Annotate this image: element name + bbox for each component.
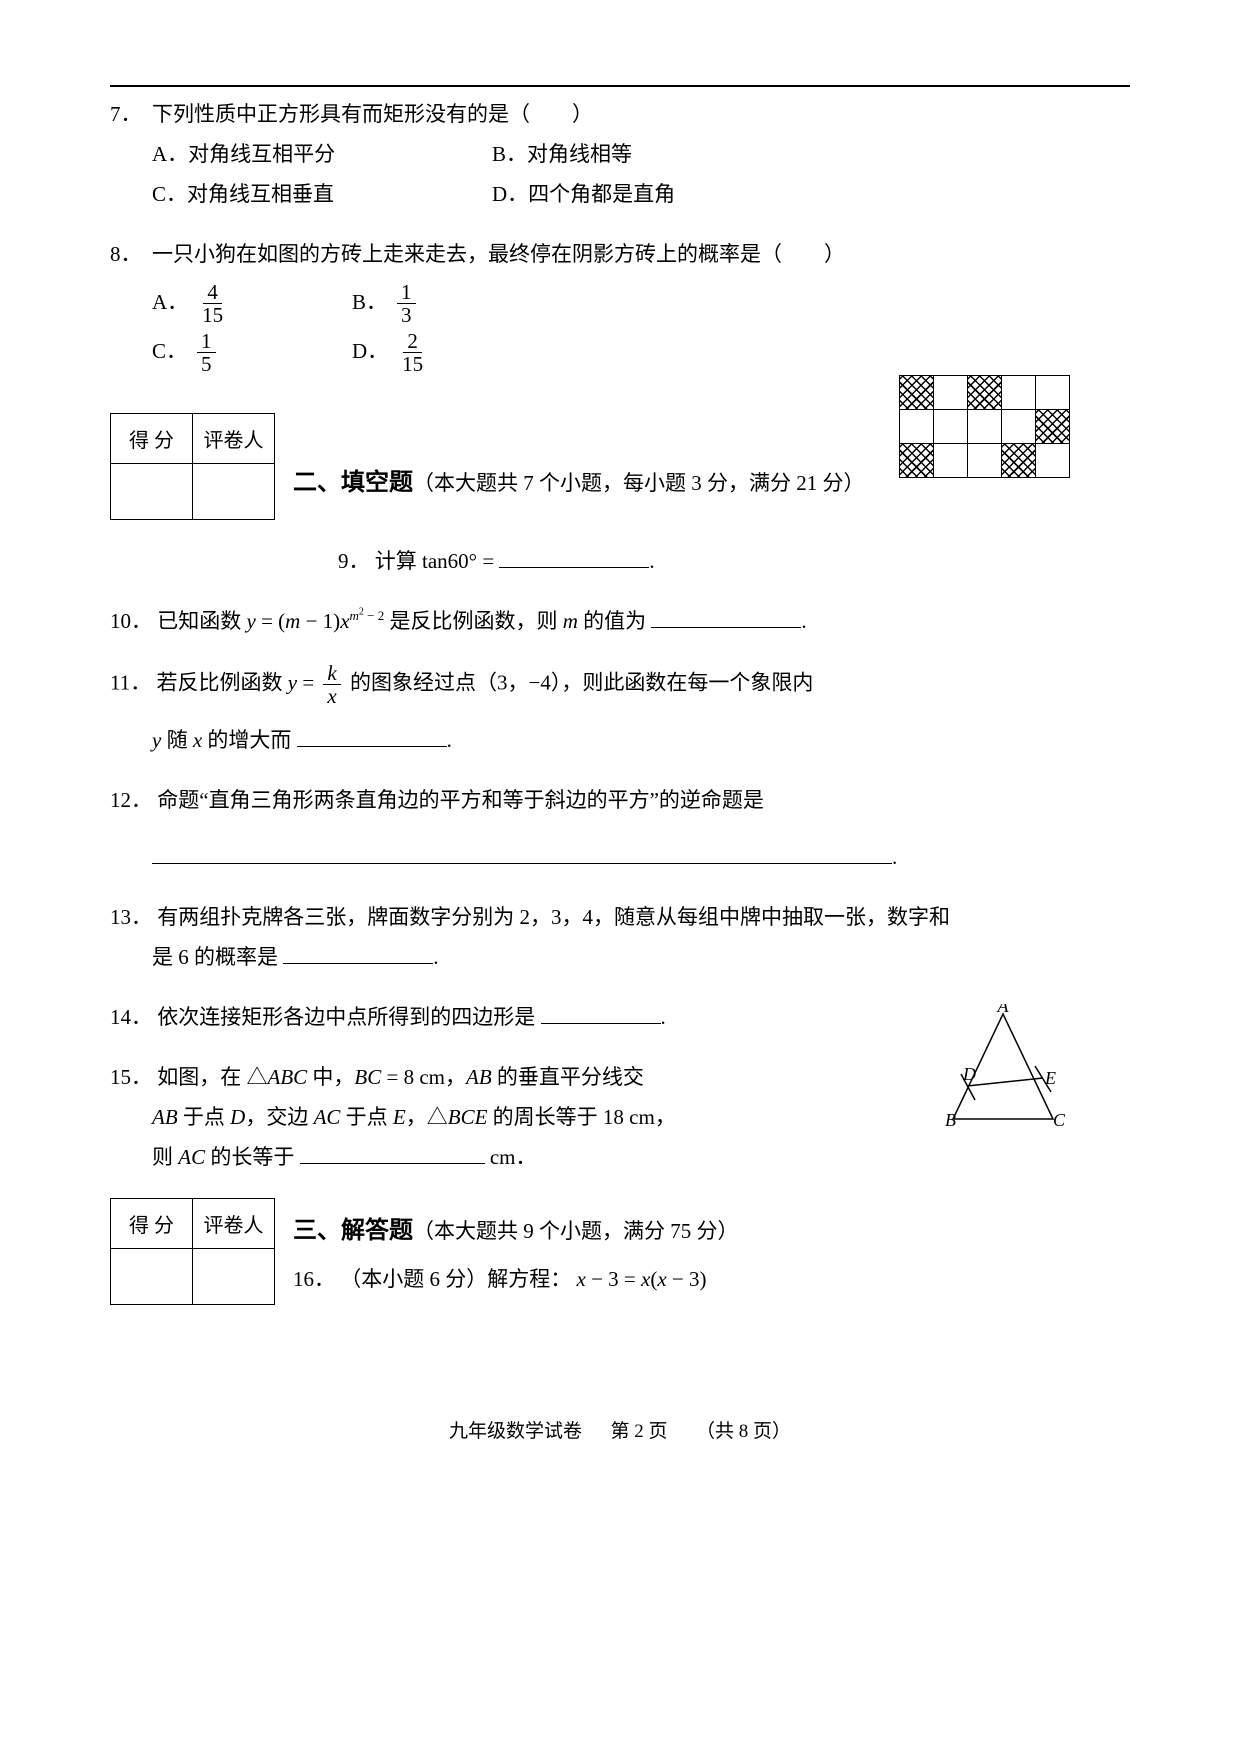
question-8: 8． 一只小狗在如图的方砖上走来走去，最终停在阴影方砖上的概率是（ ） A． 4… bbox=[110, 235, 1130, 375]
grid-cell bbox=[1002, 375, 1036, 409]
tri-label-d: D bbox=[962, 1064, 976, 1084]
grid-cell bbox=[968, 443, 1002, 477]
grid-cell bbox=[900, 443, 934, 477]
q7-text: 下列性质中正方形具有而矩形没有的是（ ） bbox=[152, 95, 593, 135]
q7-opt-b: B．对角线相等 bbox=[492, 135, 632, 175]
section-2-title: 二、填空题 bbox=[293, 469, 413, 496]
q8-opt-a: A． 415 bbox=[152, 281, 352, 326]
exam-page: 7． 下列性质中正方形具有而矩形没有的是（ ） A．对角线互相平分 B．对角线相… bbox=[110, 85, 1130, 1315]
q9-blank[interactable] bbox=[499, 547, 649, 568]
q15-triangle-figure: A B C D E bbox=[925, 1004, 1075, 1144]
q8-opt-b: B． 13 bbox=[352, 281, 420, 326]
grid-cell bbox=[900, 409, 934, 443]
score-col-1b: 得 分 bbox=[111, 1198, 193, 1248]
grid-cell bbox=[900, 375, 934, 409]
grid-cell bbox=[934, 443, 968, 477]
score-cell-2[interactable] bbox=[193, 463, 275, 519]
score-col-2b: 评卷人 bbox=[193, 1198, 275, 1248]
grid-cell bbox=[968, 375, 1002, 409]
question-16: 16． （本小题 6 分）解方程： x − 3 = x(x − 3) bbox=[293, 1263, 739, 1293]
section-3-desc: （本大题共 9 个小题，满分 75 分） bbox=[413, 1219, 739, 1243]
q7-opt-d: D．四个角都是直角 bbox=[492, 175, 675, 215]
q8-opt-c: C． 15 bbox=[152, 330, 352, 375]
grid-cell bbox=[934, 375, 968, 409]
score-cell-2b[interactable] bbox=[193, 1248, 275, 1304]
tri-label-b: B bbox=[945, 1110, 956, 1130]
q13-blank[interactable] bbox=[283, 943, 433, 964]
q14-blank[interactable] bbox=[541, 1003, 661, 1024]
score-col-1: 得 分 bbox=[111, 413, 193, 463]
tri-label-e: E bbox=[1044, 1068, 1056, 1088]
q7-opt-a: A．对角线互相平分 bbox=[152, 135, 492, 175]
question-12: 12． 命题“直角三角形两条直角边的平方和等于斜边的平方”的逆命题是 . bbox=[110, 781, 1130, 879]
section-2-desc: （本大题共 7 个小题，每小题 3 分，满分 21 分） bbox=[413, 471, 865, 495]
tri-label-a: A bbox=[997, 1004, 1010, 1016]
tri-label-c: C bbox=[1053, 1110, 1066, 1130]
score-box-3: 得 分评卷人 bbox=[110, 1198, 275, 1305]
question-10: 10． 已知函数 y = (m − 1)xm2 − 2 是反比例函数，则 m 的… bbox=[110, 602, 1130, 642]
q7-num: 7． bbox=[110, 95, 152, 135]
grid-cell bbox=[1036, 375, 1070, 409]
q10-blank[interactable] bbox=[651, 607, 801, 628]
question-15: 15． 如图，在 △ABC 中，BC = 8 cm，AB 的垂直平分线交 AB … bbox=[110, 1058, 1130, 1178]
score-col-2: 评卷人 bbox=[193, 413, 275, 463]
q7-opt-c: C．对角线互相垂直 bbox=[152, 175, 492, 215]
q8-num: 8． bbox=[110, 235, 152, 275]
question-11: 11． 若反比例函数 y = kx 的图象经过点（3，−4），则此函数在每一个象… bbox=[110, 662, 1130, 761]
top-rule bbox=[110, 85, 1130, 87]
q8-opt-d: D． 215 bbox=[352, 330, 431, 375]
grid-cell bbox=[1002, 443, 1036, 477]
q8-text: 一只小狗在如图的方砖上走来走去，最终停在阴影方砖上的概率是（ ） bbox=[152, 235, 845, 275]
score-cell-1[interactable] bbox=[111, 463, 193, 519]
grid-cell bbox=[968, 409, 1002, 443]
question-7: 7． 下列性质中正方形具有而矩形没有的是（ ） A．对角线互相平分 B．对角线相… bbox=[110, 95, 1130, 215]
question-9: 9． 计算 tan60° = . bbox=[338, 542, 1130, 582]
score-cell-1b[interactable] bbox=[111, 1248, 193, 1304]
page-footer: 九年级数学试卷 第 2 页 （共 8 页） bbox=[110, 1416, 1130, 1443]
q12-blank[interactable] bbox=[152, 843, 892, 864]
q11-blank[interactable] bbox=[297, 726, 447, 747]
grid-cell bbox=[1036, 443, 1070, 477]
grid-cell bbox=[1036, 409, 1070, 443]
question-13: 13． 有两组扑克牌各三张，牌面数字分别为 2，3，4，随意从每组中牌中抽取一张… bbox=[110, 898, 1130, 978]
q15-blank[interactable] bbox=[300, 1143, 485, 1164]
section-3-header: 得 分评卷人 三、解答题（本大题共 9 个小题，满分 75 分） 16． （本小… bbox=[110, 1198, 1130, 1305]
score-box-2: 得 分评卷人 bbox=[110, 413, 275, 520]
section-3-title: 三、解答题 bbox=[293, 1217, 413, 1244]
grid-cell bbox=[1002, 409, 1036, 443]
grid-cell bbox=[934, 409, 968, 443]
q8-grid-figure bbox=[899, 375, 1070, 478]
